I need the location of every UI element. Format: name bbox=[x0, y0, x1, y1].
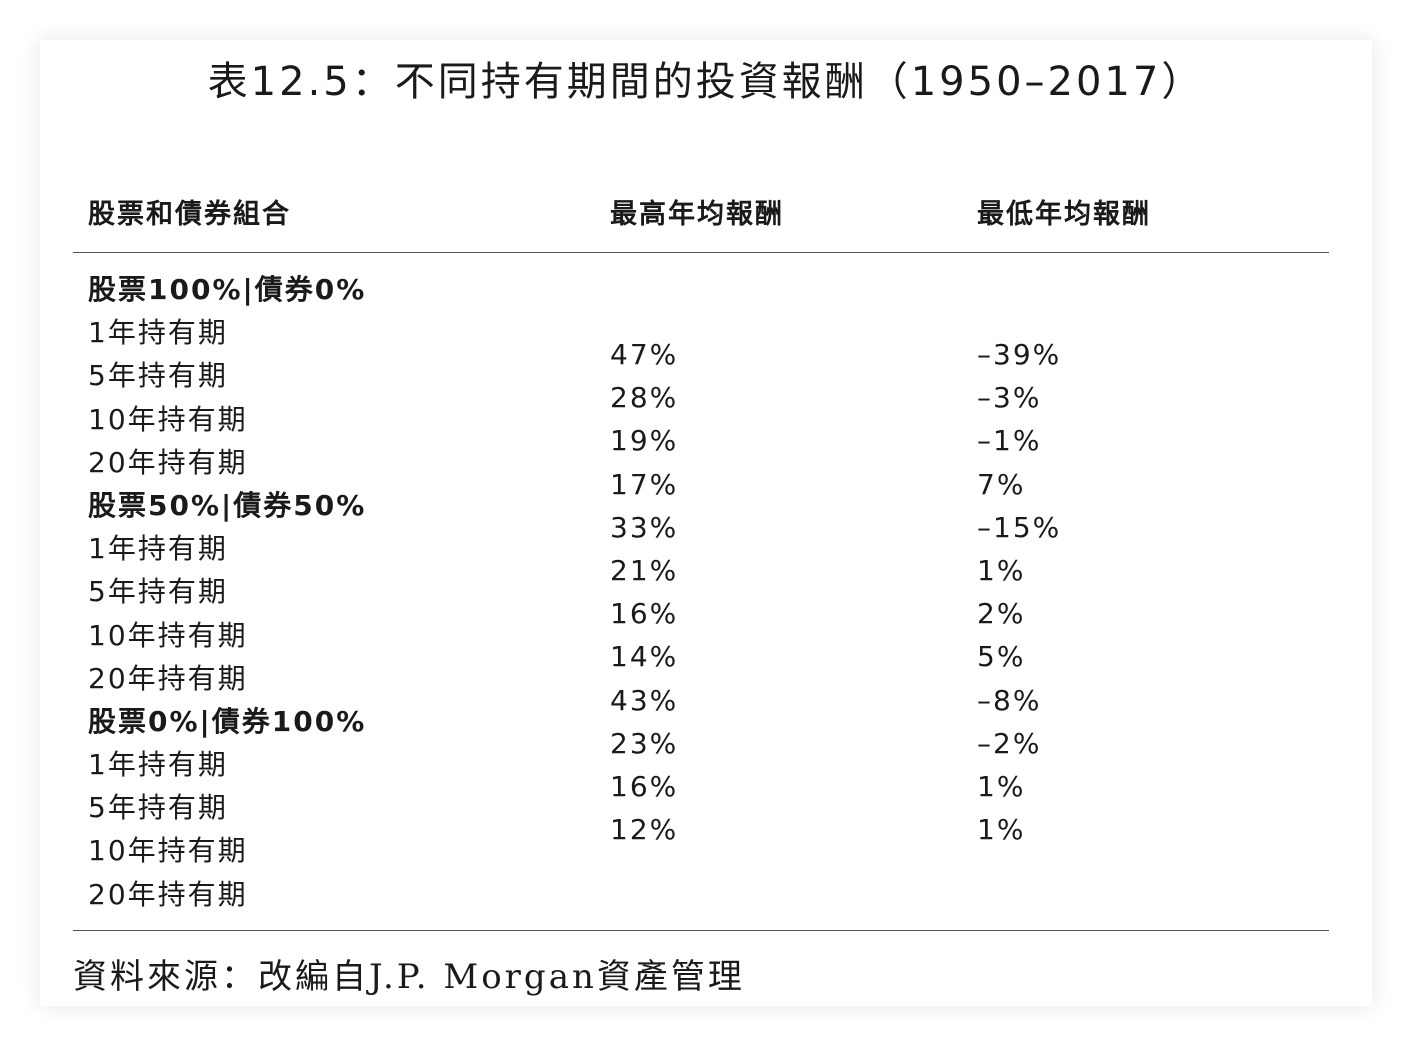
lowest-return-cell: –3% bbox=[977, 381, 1042, 415]
header-highest-return: 最高年均報酬 bbox=[610, 199, 784, 230]
holding-period-label: 5年持有期 bbox=[88, 359, 228, 393]
highest-return-cell: 16% bbox=[610, 597, 679, 631]
header-lowest-return: 最低年均報酬 bbox=[977, 199, 1151, 230]
lowest-return-cell: –8% bbox=[977, 683, 1042, 717]
holding-period-label: 20年持有期 bbox=[88, 661, 248, 695]
lowest-return-cell: 5% bbox=[977, 640, 1026, 674]
highest-return-cell: 47% bbox=[610, 338, 679, 371]
holding-period-label: 20年持有期 bbox=[88, 445, 248, 479]
highest-return-cell: 19% bbox=[610, 424, 679, 458]
highest-return-cell: 33% bbox=[610, 510, 679, 544]
lowest-return-cell: 7% bbox=[977, 467, 1026, 501]
holding-period-label: 5年持有期 bbox=[88, 575, 228, 609]
table-title: 表12.5：不同持有期間的投資報酬（1950–2017） bbox=[207, 59, 1205, 105]
holding-period-label: 1年持有期 bbox=[88, 532, 228, 566]
footer-divider bbox=[73, 930, 1329, 931]
lowest-return-cell: 1% bbox=[977, 769, 1026, 803]
source-note: 資料來源：改編自J.P. Morgan資產管理 bbox=[73, 957, 745, 997]
header-portfolio: 股票和債券組合 bbox=[88, 199, 291, 230]
holding-period-label: 10年持有期 bbox=[88, 618, 248, 652]
portfolio-label-column: 股票100%|債券0% 1年持有期 5年持有期 10年持有期 20年持有期 股票50%|債… bbox=[88, 268, 366, 916]
holding-period-label: 10年持有期 bbox=[88, 834, 248, 868]
lowest-return-cell: –1% bbox=[977, 424, 1042, 458]
lowest-return-column: –39% –3% –1% 7% –15% 1% 2% 5% –8% –2% 1% 1% bbox=[977, 333, 1061, 851]
highest-return-column: 47% 28% 19% 17% 33% 21% 16% 14% 43% 23% 16% 12% bbox=[610, 333, 678, 851]
group-heading: 股票50%|債券50% bbox=[88, 488, 367, 522]
header-divider bbox=[73, 252, 1329, 253]
holding-period-label: 10年持有期 bbox=[88, 402, 248, 436]
holding-period-label: 20年持有期 bbox=[88, 877, 248, 911]
highest-return-cell: 28% bbox=[610, 381, 679, 415]
highest-return-cell: 23% bbox=[610, 726, 679, 760]
highest-return-cell: 12% bbox=[610, 813, 679, 847]
highest-return-cell: 14% bbox=[610, 640, 679, 674]
group-heading: 股票100%|債券0% bbox=[88, 273, 367, 306]
group-heading: 股票0%|債券100% bbox=[88, 704, 367, 738]
highest-return-cell: 21% bbox=[610, 553, 679, 587]
holding-period-label: 1年持有期 bbox=[88, 316, 228, 350]
holding-period-label: 1年持有期 bbox=[88, 748, 228, 782]
highest-return-cell: 43% bbox=[610, 683, 679, 717]
holding-period-label: 5年持有期 bbox=[88, 791, 228, 825]
lowest-return-cell: –2% bbox=[977, 726, 1042, 760]
lowest-return-cell: –15% bbox=[977, 510, 1062, 544]
lowest-return-cell: 1% bbox=[977, 553, 1026, 587]
table-card bbox=[40, 40, 1372, 1006]
highest-return-cell: 17% bbox=[610, 467, 679, 501]
highest-return-cell: 16% bbox=[610, 769, 679, 803]
lowest-return-cell: 2% bbox=[977, 597, 1026, 631]
lowest-return-cell: –39% bbox=[977, 338, 1062, 371]
lowest-return-cell: 1% bbox=[977, 813, 1026, 847]
